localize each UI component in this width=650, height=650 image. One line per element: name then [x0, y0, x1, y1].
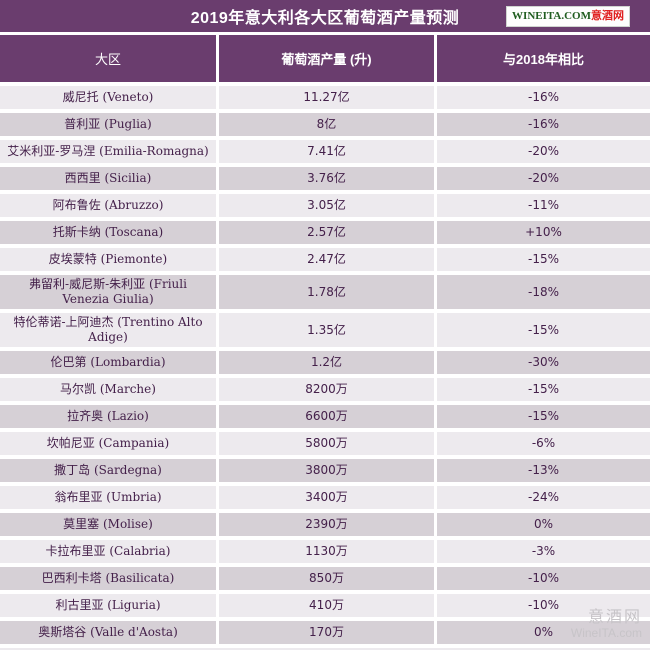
region-cell: 撒丁岛 (Sardegna)	[0, 459, 216, 482]
table-row: 威尼托 (Veneto) 11.27亿 -16%	[0, 86, 650, 109]
table-row: 巴西利卡塔 (Basilicata) 850万 -10%	[0, 567, 650, 590]
change-cell: -24%	[437, 486, 650, 509]
production-cell: 11.27亿	[219, 86, 434, 109]
table-header-row: 大区 葡萄酒产量 (升) 与2018年相比	[0, 35, 650, 82]
change-cell: -15%	[437, 378, 650, 401]
region-cell: 阿布鲁佐 (Abruzzo)	[0, 194, 216, 217]
change-cell: -16%	[437, 86, 650, 109]
region-cell: 特伦蒂诺-上阿迪杰 (Trentino Alto Adige)	[0, 313, 216, 347]
change-cell: -16%	[437, 113, 650, 136]
change-cell: +10%	[437, 221, 650, 244]
production-cell: 2.47亿	[219, 248, 434, 271]
table-row: 阿布鲁佐 (Abruzzo) 3.05亿 -11%	[0, 194, 650, 217]
production-cell: 3400万	[219, 486, 434, 509]
production-cell: 6600万	[219, 405, 434, 428]
table-row: 莫里塞 (Molise) 2390万 0%	[0, 513, 650, 536]
change-cell: -10%	[437, 567, 650, 590]
region-cell: 弗留利-威尼斯-朱利亚 (Friuli Venezia Giulia)	[0, 275, 216, 309]
change-cell: -30%	[437, 351, 650, 374]
page-title: 2019年意大利各大区葡萄酒产量预测	[190, 10, 460, 27]
table-row: 西西里 (Sicilia) 3.76亿 -20%	[0, 167, 650, 190]
production-cell: 7.41亿	[219, 140, 434, 163]
change-cell: -10%	[437, 594, 650, 617]
production-cell: 1.78亿	[219, 275, 434, 309]
table-row: 艾米利亚-罗马涅 (Emilia-Romagna) 7.41亿 -20%	[0, 140, 650, 163]
table-row: 撒丁岛 (Sardegna) 3800万 -13%	[0, 459, 650, 482]
change-cell: -15%	[437, 405, 650, 428]
production-cell: 410万	[219, 594, 434, 617]
logo-domain-text: WINEITA.COM	[512, 10, 591, 22]
region-cell: 利古里亚 (Liguria)	[0, 594, 216, 617]
change-cell: -13%	[437, 459, 650, 482]
production-cell: 8亿	[219, 113, 434, 136]
change-cell: -20%	[437, 167, 650, 190]
table-row: 翁布里亚 (Umbria) 3400万 -24%	[0, 486, 650, 509]
table-row: 坎帕尼亚 (Campania) 5800万 -6%	[0, 432, 650, 455]
title-bar: 2019年意大利各大区葡萄酒产量预测 WINEITA.COM意酒网	[0, 0, 650, 32]
region-cell: 莫里塞 (Molise)	[0, 513, 216, 536]
table-row: 普利亚 (Puglia) 8亿 -16%	[0, 113, 650, 136]
column-header-change: 与2018年相比	[437, 35, 650, 82]
change-cell: -11%	[437, 194, 650, 217]
table-body: 威尼托 (Veneto) 11.27亿 -16% 普利亚 (Puglia) 8亿…	[0, 86, 650, 650]
region-cell: 马尔凯 (Marche)	[0, 378, 216, 401]
region-cell: 皮埃蒙特 (Piemonte)	[0, 248, 216, 271]
region-cell: 坎帕尼亚 (Campania)	[0, 432, 216, 455]
change-cell: 0%	[437, 621, 650, 644]
table-bottom-sliver	[0, 648, 650, 650]
production-cell: 5800万	[219, 432, 434, 455]
production-cell: 3.76亿	[219, 167, 434, 190]
region-cell: 巴西利卡塔 (Basilicata)	[0, 567, 216, 590]
table-row: 利古里亚 (Liguria) 410万 -10%	[0, 594, 650, 617]
change-cell: -15%	[437, 313, 650, 347]
production-cell: 1.2亿	[219, 351, 434, 374]
table-row: 马尔凯 (Marche) 8200万 -15%	[0, 378, 650, 401]
table-row: 弗留利-威尼斯-朱利亚 (Friuli Venezia Giulia) 1.78…	[0, 275, 650, 309]
production-cell: 850万	[219, 567, 434, 590]
table-row: 伦巴第 (Lombardia) 1.2亿 -30%	[0, 351, 650, 374]
region-cell: 托斯卡纳 (Toscana)	[0, 221, 216, 244]
wineita-logo: WINEITA.COM意酒网	[506, 6, 630, 27]
column-header-production: 葡萄酒产量 (升)	[219, 35, 434, 82]
production-cell: 170万	[219, 621, 434, 644]
change-cell: -3%	[437, 540, 650, 563]
region-cell: 翁布里亚 (Umbria)	[0, 486, 216, 509]
region-cell: 西西里 (Sicilia)	[0, 167, 216, 190]
production-cell: 3.05亿	[219, 194, 434, 217]
table-row: 托斯卡纳 (Toscana) 2.57亿 +10%	[0, 221, 650, 244]
column-header-region: 大区	[0, 35, 216, 82]
production-cell: 3800万	[219, 459, 434, 482]
region-cell: 普利亚 (Puglia)	[0, 113, 216, 136]
change-cell: -6%	[437, 432, 650, 455]
change-cell: -20%	[437, 140, 650, 163]
region-cell: 伦巴第 (Lombardia)	[0, 351, 216, 374]
production-cell: 8200万	[219, 378, 434, 401]
production-cell: 1.35亿	[219, 313, 434, 347]
change-cell: -15%	[437, 248, 650, 271]
region-cell: 威尼托 (Veneto)	[0, 86, 216, 109]
change-cell: 0%	[437, 513, 650, 536]
region-cell: 奥斯塔谷 (Valle d'Aosta)	[0, 621, 216, 644]
table-row: 特伦蒂诺-上阿迪杰 (Trentino Alto Adige) 1.35亿 -1…	[0, 313, 650, 347]
table-row: 拉齐奥 (Lazio) 6600万 -15%	[0, 405, 650, 428]
region-cell: 艾米利亚-罗马涅 (Emilia-Romagna)	[0, 140, 216, 163]
table-row: 卡拉布里亚 (Calabria) 1130万 -3%	[0, 540, 650, 563]
table-row: 奥斯塔谷 (Valle d'Aosta) 170万 0%	[0, 621, 650, 644]
table-row: 皮埃蒙特 (Piemonte) 2.47亿 -15%	[0, 248, 650, 271]
logo-cn-text: 意酒网	[591, 10, 624, 22]
production-cell: 2390万	[219, 513, 434, 536]
region-cell: 拉齐奥 (Lazio)	[0, 405, 216, 428]
production-cell: 1130万	[219, 540, 434, 563]
change-cell: -18%	[437, 275, 650, 309]
region-cell: 卡拉布里亚 (Calabria)	[0, 540, 216, 563]
production-cell: 2.57亿	[219, 221, 434, 244]
